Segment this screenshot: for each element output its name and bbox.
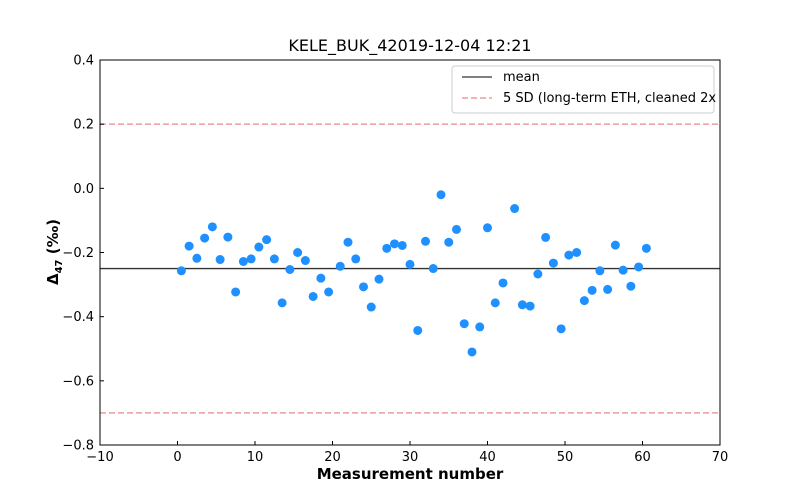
data-point: [634, 262, 644, 272]
data-point: [595, 266, 605, 276]
y-axis-label-subscript: 47: [54, 259, 65, 273]
x-axis-label: Measurement number: [317, 465, 504, 483]
x-tick-label: 60: [634, 450, 651, 465]
x-tick-label: −10: [86, 450, 113, 465]
y-tick-label: −0.4: [62, 310, 94, 325]
y-tick-label: −0.8: [62, 439, 94, 454]
data-point: [467, 347, 477, 357]
data-point: [382, 243, 392, 253]
data-point: [351, 254, 361, 264]
data-point: [459, 319, 469, 329]
data-point: [413, 325, 423, 335]
data-point: [572, 248, 582, 257]
data-point: [246, 254, 256, 264]
data-point: [359, 282, 368, 292]
data-point: [548, 258, 558, 268]
data-point: [436, 190, 446, 200]
data-point: [390, 239, 399, 249]
data-point: [452, 224, 461, 234]
data-point: [192, 253, 202, 263]
data-point: [184, 241, 194, 251]
data-point: [475, 322, 485, 332]
data-point: [603, 284, 613, 294]
data-point: [564, 250, 574, 260]
data-point: [517, 300, 527, 310]
data-point: [397, 240, 407, 250]
legend: mean 5 SD (long-term ETH, cleaned 2x: [451, 65, 716, 114]
data-point: [641, 243, 651, 253]
data-point: [498, 278, 508, 288]
data-point: [308, 291, 318, 301]
y-axis-label: Δ47 (‰): [44, 219, 65, 285]
data-points: [176, 190, 651, 357]
legend-sd-label: 5 SD (long-term ETH, cleaned 2x: [503, 91, 716, 106]
x-tick-label: 50: [557, 450, 574, 465]
data-point: [176, 266, 186, 276]
data-point: [556, 324, 566, 334]
data-point: [262, 235, 272, 245]
data-point: [277, 298, 287, 308]
y-tick-label: −0.2: [62, 246, 94, 261]
data-point: [483, 223, 492, 233]
data-point: [215, 255, 225, 265]
x-axis-ticks: −10 0 10 20 30 40 50 60 70: [86, 441, 728, 465]
data-point: [316, 273, 326, 283]
data-point: [343, 237, 353, 247]
y-axis-label-unit: (‰): [44, 219, 62, 260]
data-point: [374, 274, 384, 284]
y-tick-label: 0.4: [73, 54, 94, 69]
data-point: [231, 287, 241, 297]
data-point: [626, 281, 636, 291]
y-axis-label-symbol: Δ: [44, 273, 62, 285]
data-point: [200, 233, 210, 243]
y-tick-label: 0.2: [73, 118, 94, 133]
data-point: [610, 240, 620, 250]
data-point: [533, 269, 543, 279]
data-point: [300, 256, 310, 266]
data-point: [525, 301, 535, 311]
data-point: [618, 265, 628, 275]
data-point: [207, 222, 217, 232]
data-point: [579, 296, 589, 306]
data-point: [490, 298, 500, 308]
data-point: [269, 254, 279, 264]
data-point: [510, 204, 520, 214]
data-point: [285, 265, 295, 275]
y-tick-label: 0.0: [73, 182, 94, 197]
chart-title: KELE_BUK_42019-12-04 12:21: [288, 36, 531, 56]
x-tick-label: 20: [324, 450, 341, 465]
plot-area: [100, 60, 720, 445]
data-point: [587, 285, 597, 295]
x-tick-label: 30: [402, 450, 419, 465]
data-point: [428, 264, 438, 274]
x-tick-label: 0: [173, 450, 181, 465]
data-point: [238, 256, 248, 266]
data-point: [293, 248, 303, 257]
y-axis-ticks: −0.8 −0.6 −0.4 −0.2 0.0 0.2 0.4: [62, 54, 104, 454]
data-point: [254, 242, 264, 252]
y-tick-label: −0.6: [62, 374, 94, 389]
x-tick-label: 40: [479, 450, 496, 465]
data-point: [444, 237, 454, 247]
x-tick-label: 10: [247, 450, 264, 465]
data-point: [421, 236, 430, 246]
data-point: [541, 232, 551, 242]
data-point: [324, 287, 334, 297]
data-point: [366, 302, 376, 312]
data-point: [223, 232, 233, 242]
legend-mean-label: mean: [503, 70, 540, 85]
x-tick-label: 70: [712, 450, 729, 465]
data-point: [405, 259, 415, 269]
legend-box: [451, 65, 715, 114]
data-point: [335, 261, 345, 271]
